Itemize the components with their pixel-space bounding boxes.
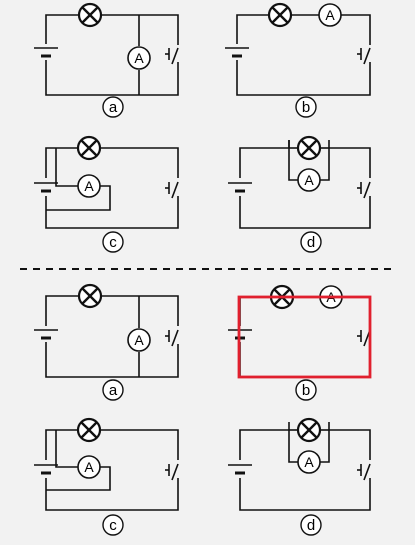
lamp-icon	[76, 417, 102, 443]
lamp-icon	[267, 2, 293, 28]
svg-text:a: a	[109, 382, 118, 399]
svg-text:a: a	[109, 99, 118, 116]
svg-text:b: b	[302, 382, 310, 399]
option-label-b: b	[295, 96, 317, 118]
ammeter-label: A	[325, 7, 335, 23]
lamp-icon	[296, 135, 322, 161]
lamp-icon	[77, 283, 103, 309]
ammeter-label: A	[304, 172, 314, 188]
lamp-icon	[296, 417, 322, 443]
svg-text:b: b	[302, 99, 310, 116]
ammeter-label: A	[84, 459, 94, 475]
option-label-d: d	[300, 231, 322, 253]
question-circuit-c: A	[32, 135, 179, 229]
svg-text:c: c	[109, 234, 117, 251]
selected-answer-highlight	[237, 295, 372, 379]
answer-circuit-a: A	[32, 283, 179, 378]
ammeter-label: A	[84, 178, 94, 194]
answer-circuit-b: A	[226, 284, 372, 379]
option-label-a: a	[102, 96, 124, 118]
svg-text:d: d	[307, 234, 315, 251]
svg-text:c: c	[109, 517, 117, 534]
lamp-icon	[77, 2, 103, 28]
answer-label-d: d	[300, 514, 322, 536]
ammeter-label: A	[134, 332, 144, 348]
answer-circuit-d: A	[226, 417, 371, 511]
svg-text:d: d	[307, 517, 315, 534]
answer-label-a: a	[102, 379, 124, 401]
ammeter-label: A	[134, 50, 144, 66]
lamp-icon	[76, 135, 102, 161]
option-label-c: c	[102, 231, 124, 253]
answer-label-b: b	[295, 379, 317, 401]
ammeter-label: A	[304, 454, 314, 470]
question-circuit-b: A	[223, 2, 371, 96]
question-circuit-a: A	[32, 2, 179, 96]
question-circuit-d: A	[226, 135, 371, 229]
answer-circuit-c: A	[32, 417, 179, 511]
answer-label-c: c	[102, 514, 124, 536]
